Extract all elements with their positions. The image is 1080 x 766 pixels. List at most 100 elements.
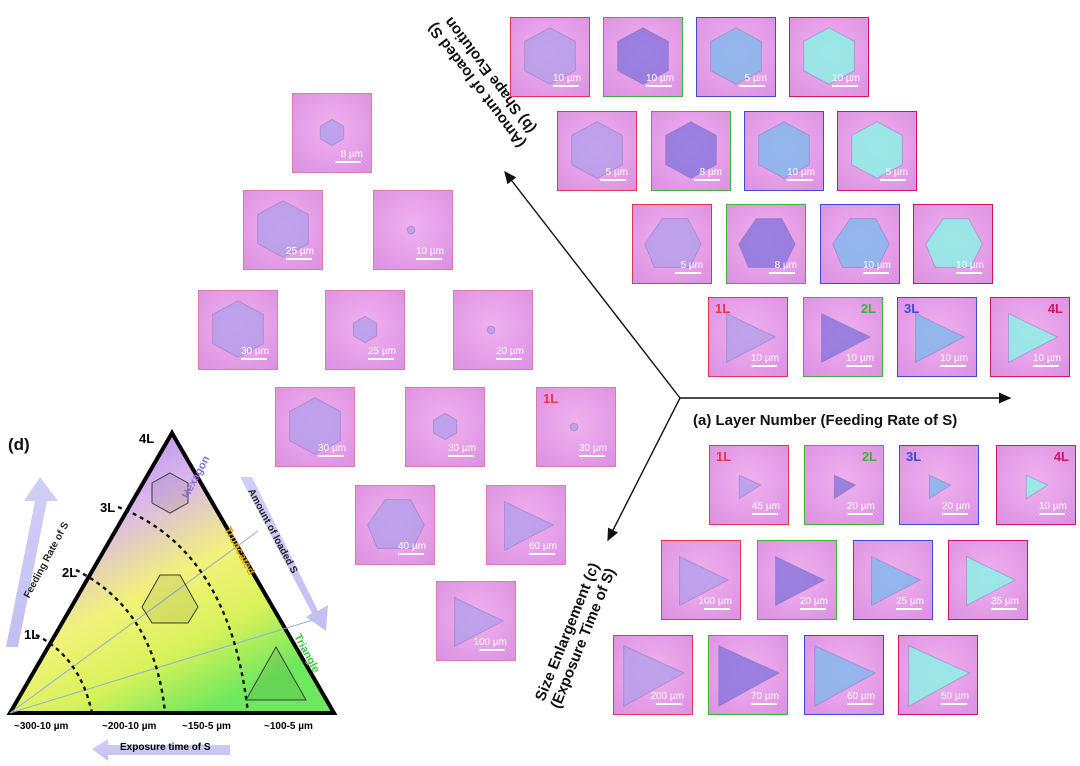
scale-bar: [847, 703, 873, 705]
panel-d-label: (d): [8, 435, 30, 454]
flake-shape: [758, 121, 810, 179]
scale-label: 60 µm: [529, 541, 557, 552]
scale-bar: [318, 455, 344, 457]
scale-bar: [896, 608, 922, 610]
scale-label: 5 µm: [680, 260, 703, 271]
panel-b-tile: 100 µm: [436, 581, 516, 661]
flake-shape: [257, 200, 309, 258]
loaded-arrow: [240, 477, 328, 631]
scale-bar: [675, 272, 701, 274]
layer-tag: 1L: [716, 449, 732, 464]
scale-bar: [769, 272, 795, 274]
scale-label: 50 µm: [941, 691, 969, 702]
flake-shape: [803, 27, 855, 85]
panel-b-tile: 40 µm: [355, 485, 435, 565]
flake-shape: [833, 474, 857, 500]
scale-bar: [335, 161, 361, 163]
axis-a-label: (a) Layer Number (Feeding Rate of S): [693, 412, 958, 429]
scale-label: 8 µm: [340, 149, 363, 160]
scale-label: 5 µm: [744, 73, 767, 84]
panel-b-tile: 30 µm: [275, 387, 355, 467]
panel-b-tile: 1L 30 µm: [536, 387, 616, 467]
flake-shape: [569, 422, 579, 432]
scale-label: 25 µm: [896, 596, 924, 607]
scale-bar: [241, 358, 267, 360]
layer-1l-label: 1L: [24, 627, 40, 642]
scale-label: 10 µm: [956, 260, 984, 271]
layer-curve-2: [75, 568, 167, 714]
flake-shape: [352, 315, 378, 344]
layer-2l-label: 2L: [62, 565, 78, 580]
scale-bar: [1033, 365, 1059, 367]
panel-c-tile: 4L 10 µm: [996, 445, 1076, 525]
flake-shape: [486, 325, 496, 335]
flake-shape: [925, 218, 983, 268]
flake-shape: [814, 644, 877, 708]
flake-shape: [821, 312, 872, 364]
panel-b-tile: 8 µm: [292, 93, 372, 173]
panel-c-tile: 3L 20 µm: [899, 445, 979, 525]
flake-shape: [617, 27, 669, 85]
flake-shape: [832, 218, 890, 268]
scale-bar: [579, 455, 605, 457]
panel-b-tile: 10 µm: [373, 190, 453, 270]
scale-label: 10 µm: [863, 260, 891, 271]
scale-bar: [832, 85, 858, 87]
scale-label: 10 µm: [553, 73, 581, 84]
scale-label: 40 µm: [398, 541, 426, 552]
scale-bar: [863, 272, 889, 274]
scale-bar: [880, 179, 906, 181]
flake-shape: [679, 555, 730, 607]
scale-bar: [956, 272, 982, 274]
panel-b-tile: 25 µm: [243, 190, 323, 270]
scale-label: 30 µm: [579, 443, 607, 454]
panel-c-tile: 20 µm: [757, 540, 837, 620]
panel-b-tile: 30 µm: [198, 290, 278, 370]
scale-bar: [416, 258, 442, 260]
scale-label: 30 µm: [448, 443, 476, 454]
flake-shape: [738, 218, 796, 268]
panel-a-tile: 4L 10 µm: [990, 297, 1070, 377]
scale-label: 30 µm: [241, 346, 269, 357]
panel-c-tile: 1L 45 µm: [709, 445, 789, 525]
scale-bar: [751, 365, 777, 367]
scale-bar: [529, 553, 555, 555]
panel-a-tile: 10 µm: [789, 17, 869, 97]
panel-a-tile: 8 µm: [726, 204, 806, 284]
scale-label: 70 µm: [751, 691, 779, 702]
scale-label: 10 µm: [1039, 501, 1067, 512]
scale-bar: [496, 358, 522, 360]
scale-bar: [787, 179, 813, 181]
scale-label: 8 µm: [699, 167, 722, 178]
layer-tag: 3L: [906, 449, 922, 464]
flake-shape: [289, 397, 341, 455]
flake-shape: [915, 312, 966, 364]
exposure-arrow: [92, 739, 230, 761]
panel-a-tile: 10 µm: [744, 111, 824, 191]
truncated-lattice: [141, 574, 199, 624]
scale-bar: [553, 85, 579, 87]
divider-line: [9, 618, 317, 714]
flake-shape: [871, 555, 922, 607]
panel-b-tile: 20 µm: [453, 290, 533, 370]
panel-c-tile: 200 µm: [613, 635, 693, 715]
layer-tag: 4L: [1053, 449, 1069, 464]
scale-bar: [448, 455, 474, 457]
scale-label: 10 µm: [832, 73, 860, 84]
scale-label: 10 µm: [416, 246, 444, 257]
bottom-label-1: ~300-10 µm: [14, 721, 69, 732]
scale-label: 5 µm: [605, 167, 628, 178]
panel-d: (d): [0, 425, 345, 766]
scale-bar: [752, 513, 778, 515]
scale-label: 25 µm: [286, 246, 314, 257]
flake-shape: [571, 121, 623, 179]
scale-bar: [479, 649, 505, 651]
flake-shape: [319, 118, 345, 147]
bottom-label-4: ~100-5 µm: [264, 721, 313, 732]
flake-shape: [738, 474, 762, 500]
scale-label: 45 µm: [752, 501, 780, 512]
panel-b-tile: 25 µm: [325, 290, 405, 370]
flake-shape: [524, 27, 576, 85]
